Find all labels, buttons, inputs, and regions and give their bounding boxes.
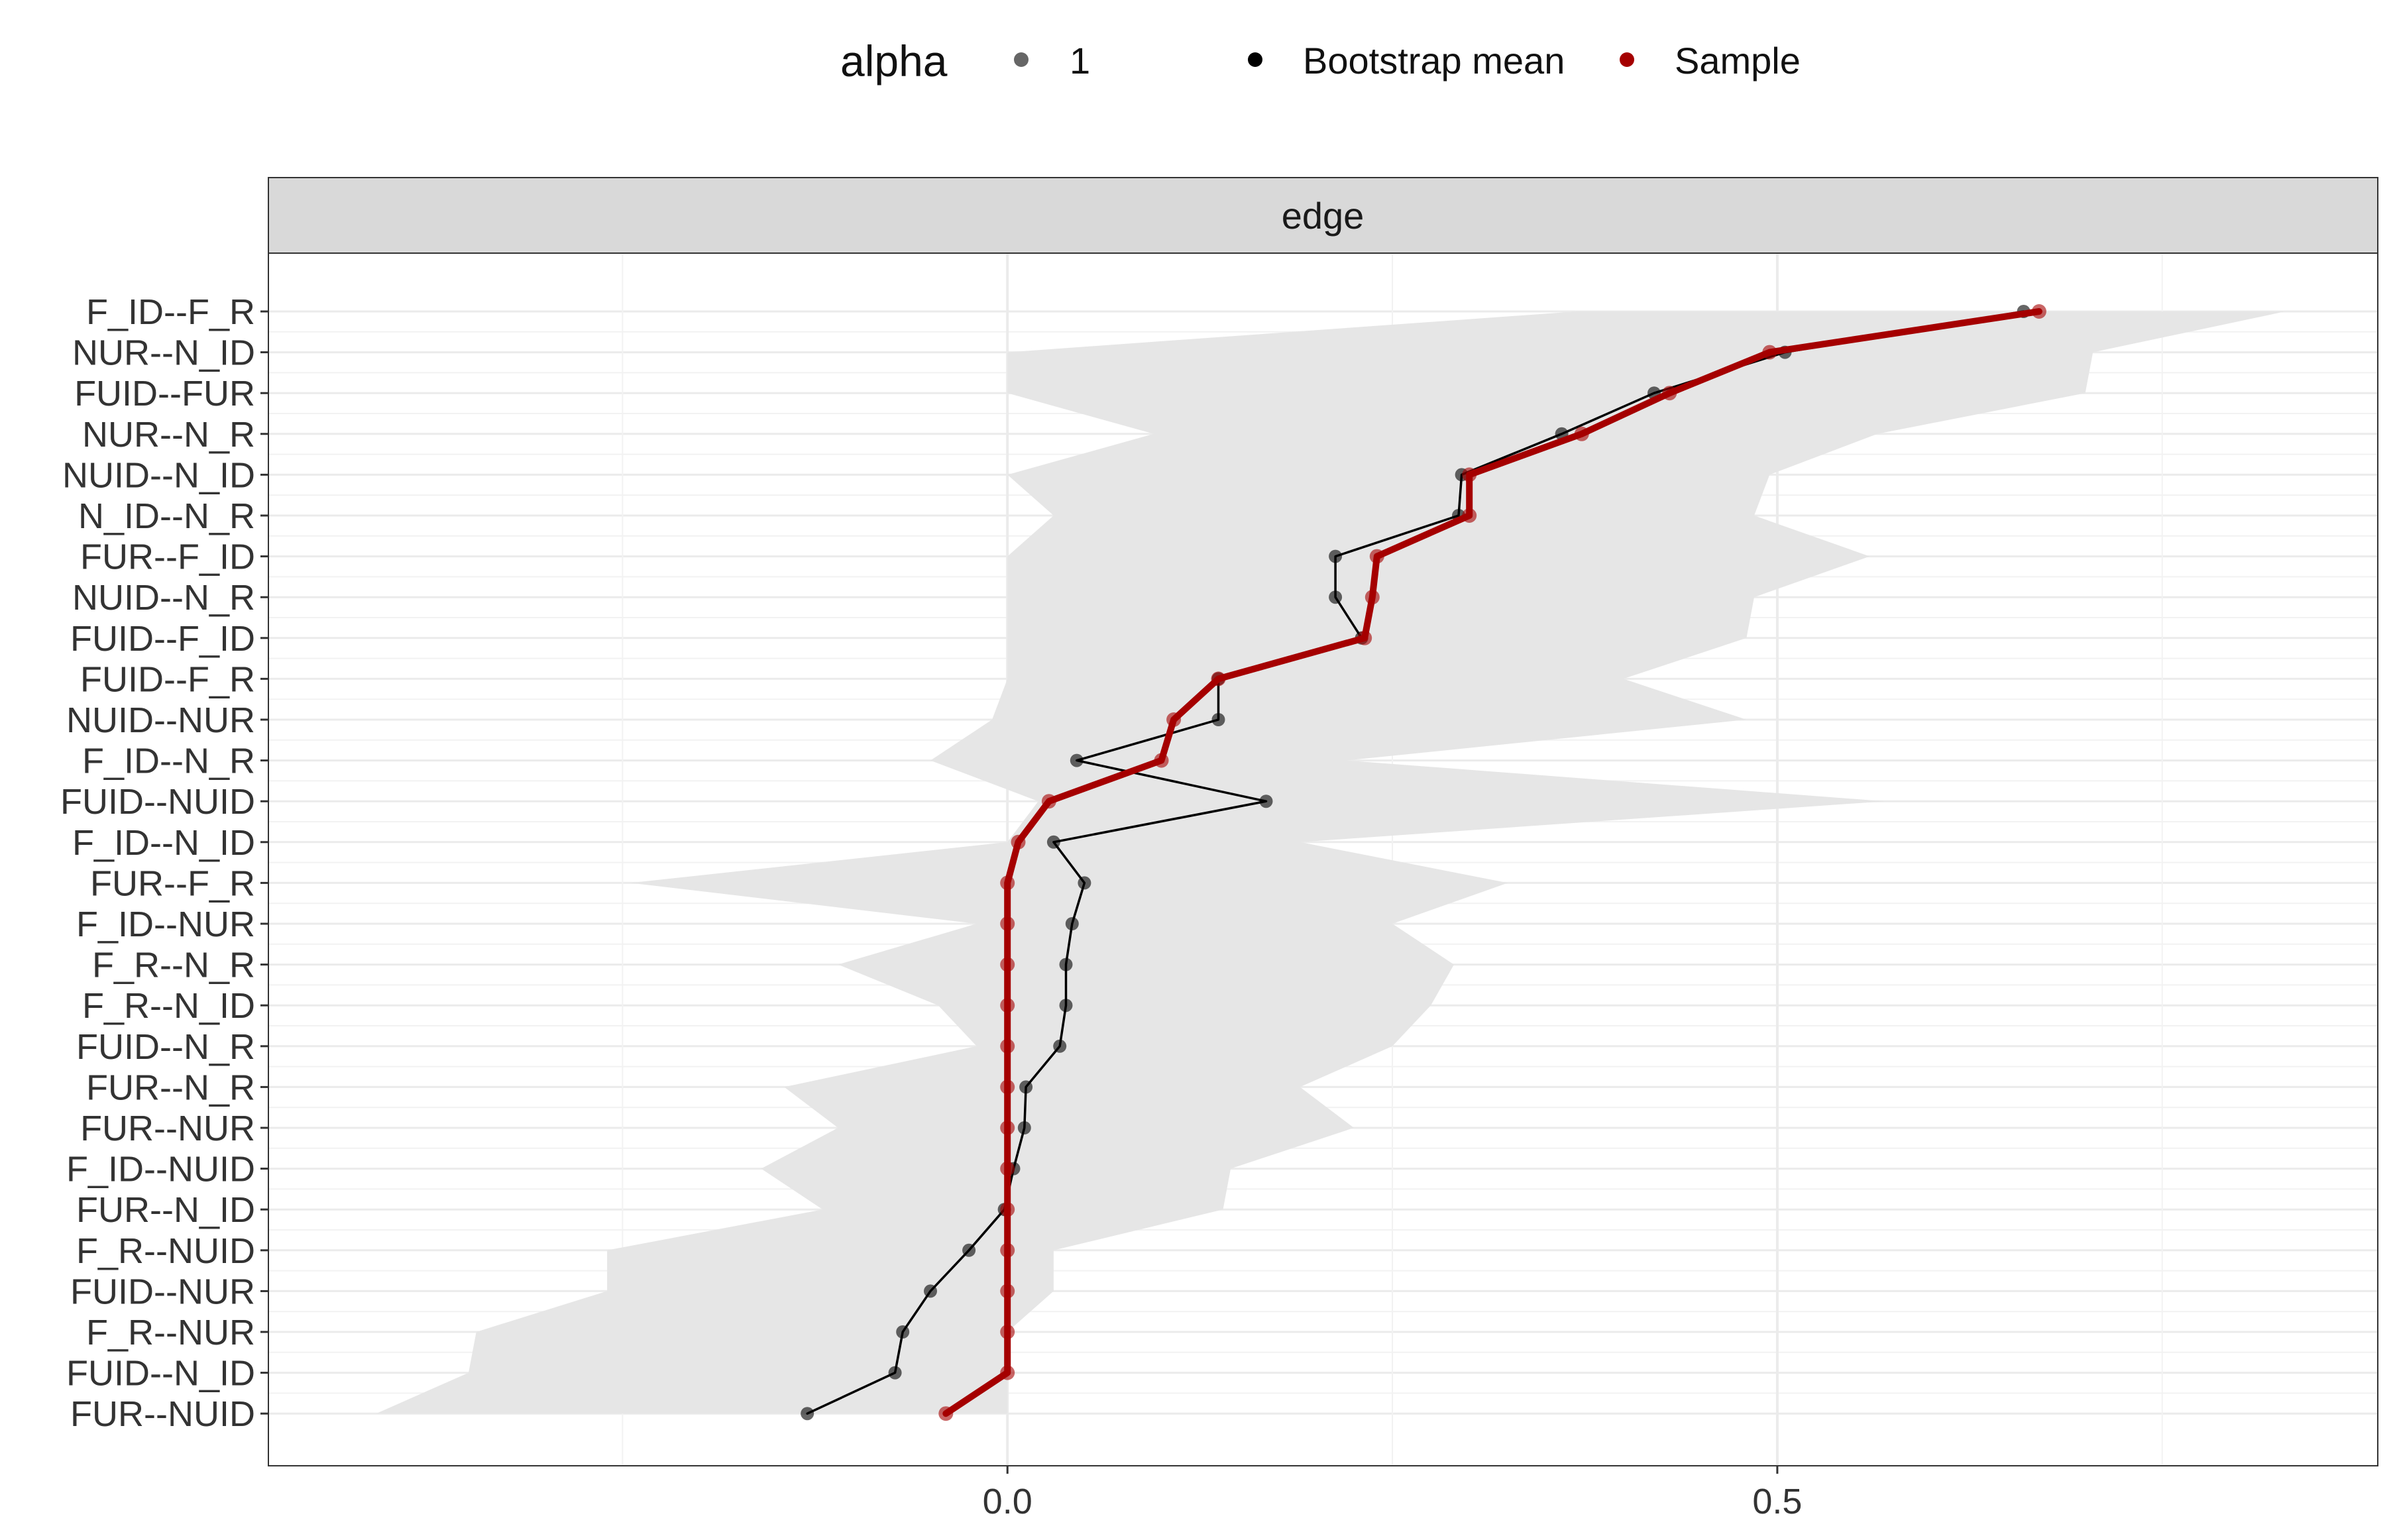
sample-point	[1041, 794, 1056, 809]
y-tick-label: F_ID--NUR	[76, 905, 255, 944]
sample-point	[1000, 1038, 1015, 1054]
bootstrap-line	[806, 310, 2025, 1415]
legend-sample-key	[1620, 52, 1634, 67]
sample-point	[1662, 386, 1677, 401]
sample-point	[1011, 834, 1026, 850]
y-tick-label: F_ID--N_ID	[72, 823, 255, 863]
x-tick-label: 0.5	[1752, 1482, 1802, 1521]
bootstrap-point	[1078, 876, 1091, 890]
facet-strip	[268, 177, 2378, 254]
ci-band	[376, 311, 2286, 1414]
sample-point	[1369, 549, 1384, 564]
sample-point	[938, 1406, 954, 1421]
sample-point	[1365, 590, 1380, 605]
y-tick-label: FUID--F_R	[80, 659, 255, 699]
bootstrap-point	[962, 1243, 976, 1257]
bootstrap-point	[801, 1407, 814, 1421]
y-tick-label: F_R--N_ID	[82, 986, 255, 1026]
x-tick-label: 0.0	[983, 1482, 1032, 1521]
x-axis: 0.0 0.5	[983, 1466, 1802, 1521]
sample-point	[1000, 1202, 1015, 1217]
bootstrap-point	[888, 1366, 902, 1380]
sample-point	[1462, 467, 1477, 482]
sample-point	[1574, 426, 1589, 441]
sample-point	[1000, 1161, 1015, 1176]
y-tick-label: FUID--F_ID	[70, 619, 255, 659]
sample-point	[1000, 1284, 1015, 1299]
y-tick-label: FUR--F_R	[90, 863, 255, 903]
y-tick-label: FUID--NUR	[70, 1272, 255, 1311]
y-tick-label: NUR--N_R	[82, 415, 255, 455]
panel-border	[268, 252, 2378, 1466]
sample-point	[1462, 508, 1477, 523]
bootstrap-point	[1070, 753, 1084, 767]
sample-point	[1211, 671, 1226, 687]
sample-point	[1000, 1121, 1015, 1135]
sample-point	[1000, 916, 1015, 931]
y-tick-label: F_R--NUR	[86, 1313, 255, 1352]
y-tick-label: F_ID--NUID	[66, 1150, 255, 1189]
sample-point	[1000, 1242, 1015, 1258]
sample-line	[942, 308, 2042, 1417]
sample-point	[1000, 957, 1015, 972]
facet-strip-label: edge	[1282, 195, 1365, 237]
legend-sample-label: Sample	[1675, 40, 1801, 82]
sample-point	[1166, 712, 1182, 727]
sample-point	[2031, 304, 2046, 319]
legend-title: alpha	[840, 36, 948, 85]
sample-point	[1000, 1365, 1015, 1380]
bootstrap-point	[1059, 999, 1073, 1013]
bootstrap-point	[1053, 1039, 1067, 1053]
bootstrap-point	[1059, 958, 1073, 971]
y-tick-label: F_R--N_R	[92, 946, 255, 985]
bootstrap-point	[1065, 917, 1079, 930]
y-tick-label: FUR--N_R	[86, 1068, 255, 1107]
y-tick-label: FUID--NUID	[60, 782, 255, 822]
bootstrap-point	[896, 1325, 910, 1339]
y-tick-label: FUR--F_ID	[80, 537, 255, 577]
sample-point	[1762, 345, 1777, 360]
bootstrap-point	[1019, 1080, 1033, 1094]
bootstrap-point	[1046, 835, 1060, 849]
bootstrap-point	[1211, 713, 1225, 726]
sample-point	[1154, 753, 1169, 768]
y-tick-label: FUR--NUID	[70, 1394, 255, 1434]
y-tick-label: FUID--FUR	[74, 374, 255, 413]
y-tick-label: F_ID--N_R	[82, 742, 255, 781]
legend: alpha 1 Bootstrap mean Sample	[840, 36, 1801, 85]
y-tick-label: NUID--NUR	[66, 700, 255, 740]
y-tick-label: FUR--N_ID	[76, 1190, 255, 1230]
y-tick-label: FUID--N_R	[76, 1027, 255, 1067]
sample-point	[1357, 630, 1372, 645]
bootstrap-point	[1017, 1121, 1031, 1134]
sample-point	[1000, 1079, 1015, 1095]
y-tick-label: NUR--N_ID	[72, 333, 255, 373]
sample-point	[1000, 998, 1015, 1013]
legend-bootstrap-key	[1248, 52, 1262, 67]
sample-point	[1000, 875, 1015, 891]
y-tick-label: NUID--N_R	[72, 578, 255, 618]
bootstrap-point	[1329, 590, 1343, 604]
y-tick-label: FUID--N_ID	[66, 1354, 255, 1394]
y-tick-label: FUR--NUR	[80, 1109, 255, 1148]
bootstrap-point	[1329, 549, 1343, 563]
y-tick-label: F_ID--F_R	[86, 292, 255, 332]
y-tick-label: N_ID--N_R	[78, 496, 255, 536]
bootstrap-point	[924, 1284, 937, 1298]
y-axis: F_ID--F_RNUR--N_IDFUID--FURNUR--N_RNUID-…	[60, 292, 268, 1434]
y-tick-label: NUID--N_ID	[62, 455, 255, 495]
legend-alpha-key	[1014, 52, 1029, 67]
sample-series	[938, 304, 2046, 1421]
legend-alpha-value: 1	[1070, 40, 1090, 82]
y-tick-label: F_R--NUID	[76, 1231, 255, 1271]
legend-bootstrap-label: Bootstrap mean	[1303, 40, 1565, 82]
bootstrap-point	[1259, 795, 1273, 808]
sample-point	[1000, 1325, 1015, 1339]
